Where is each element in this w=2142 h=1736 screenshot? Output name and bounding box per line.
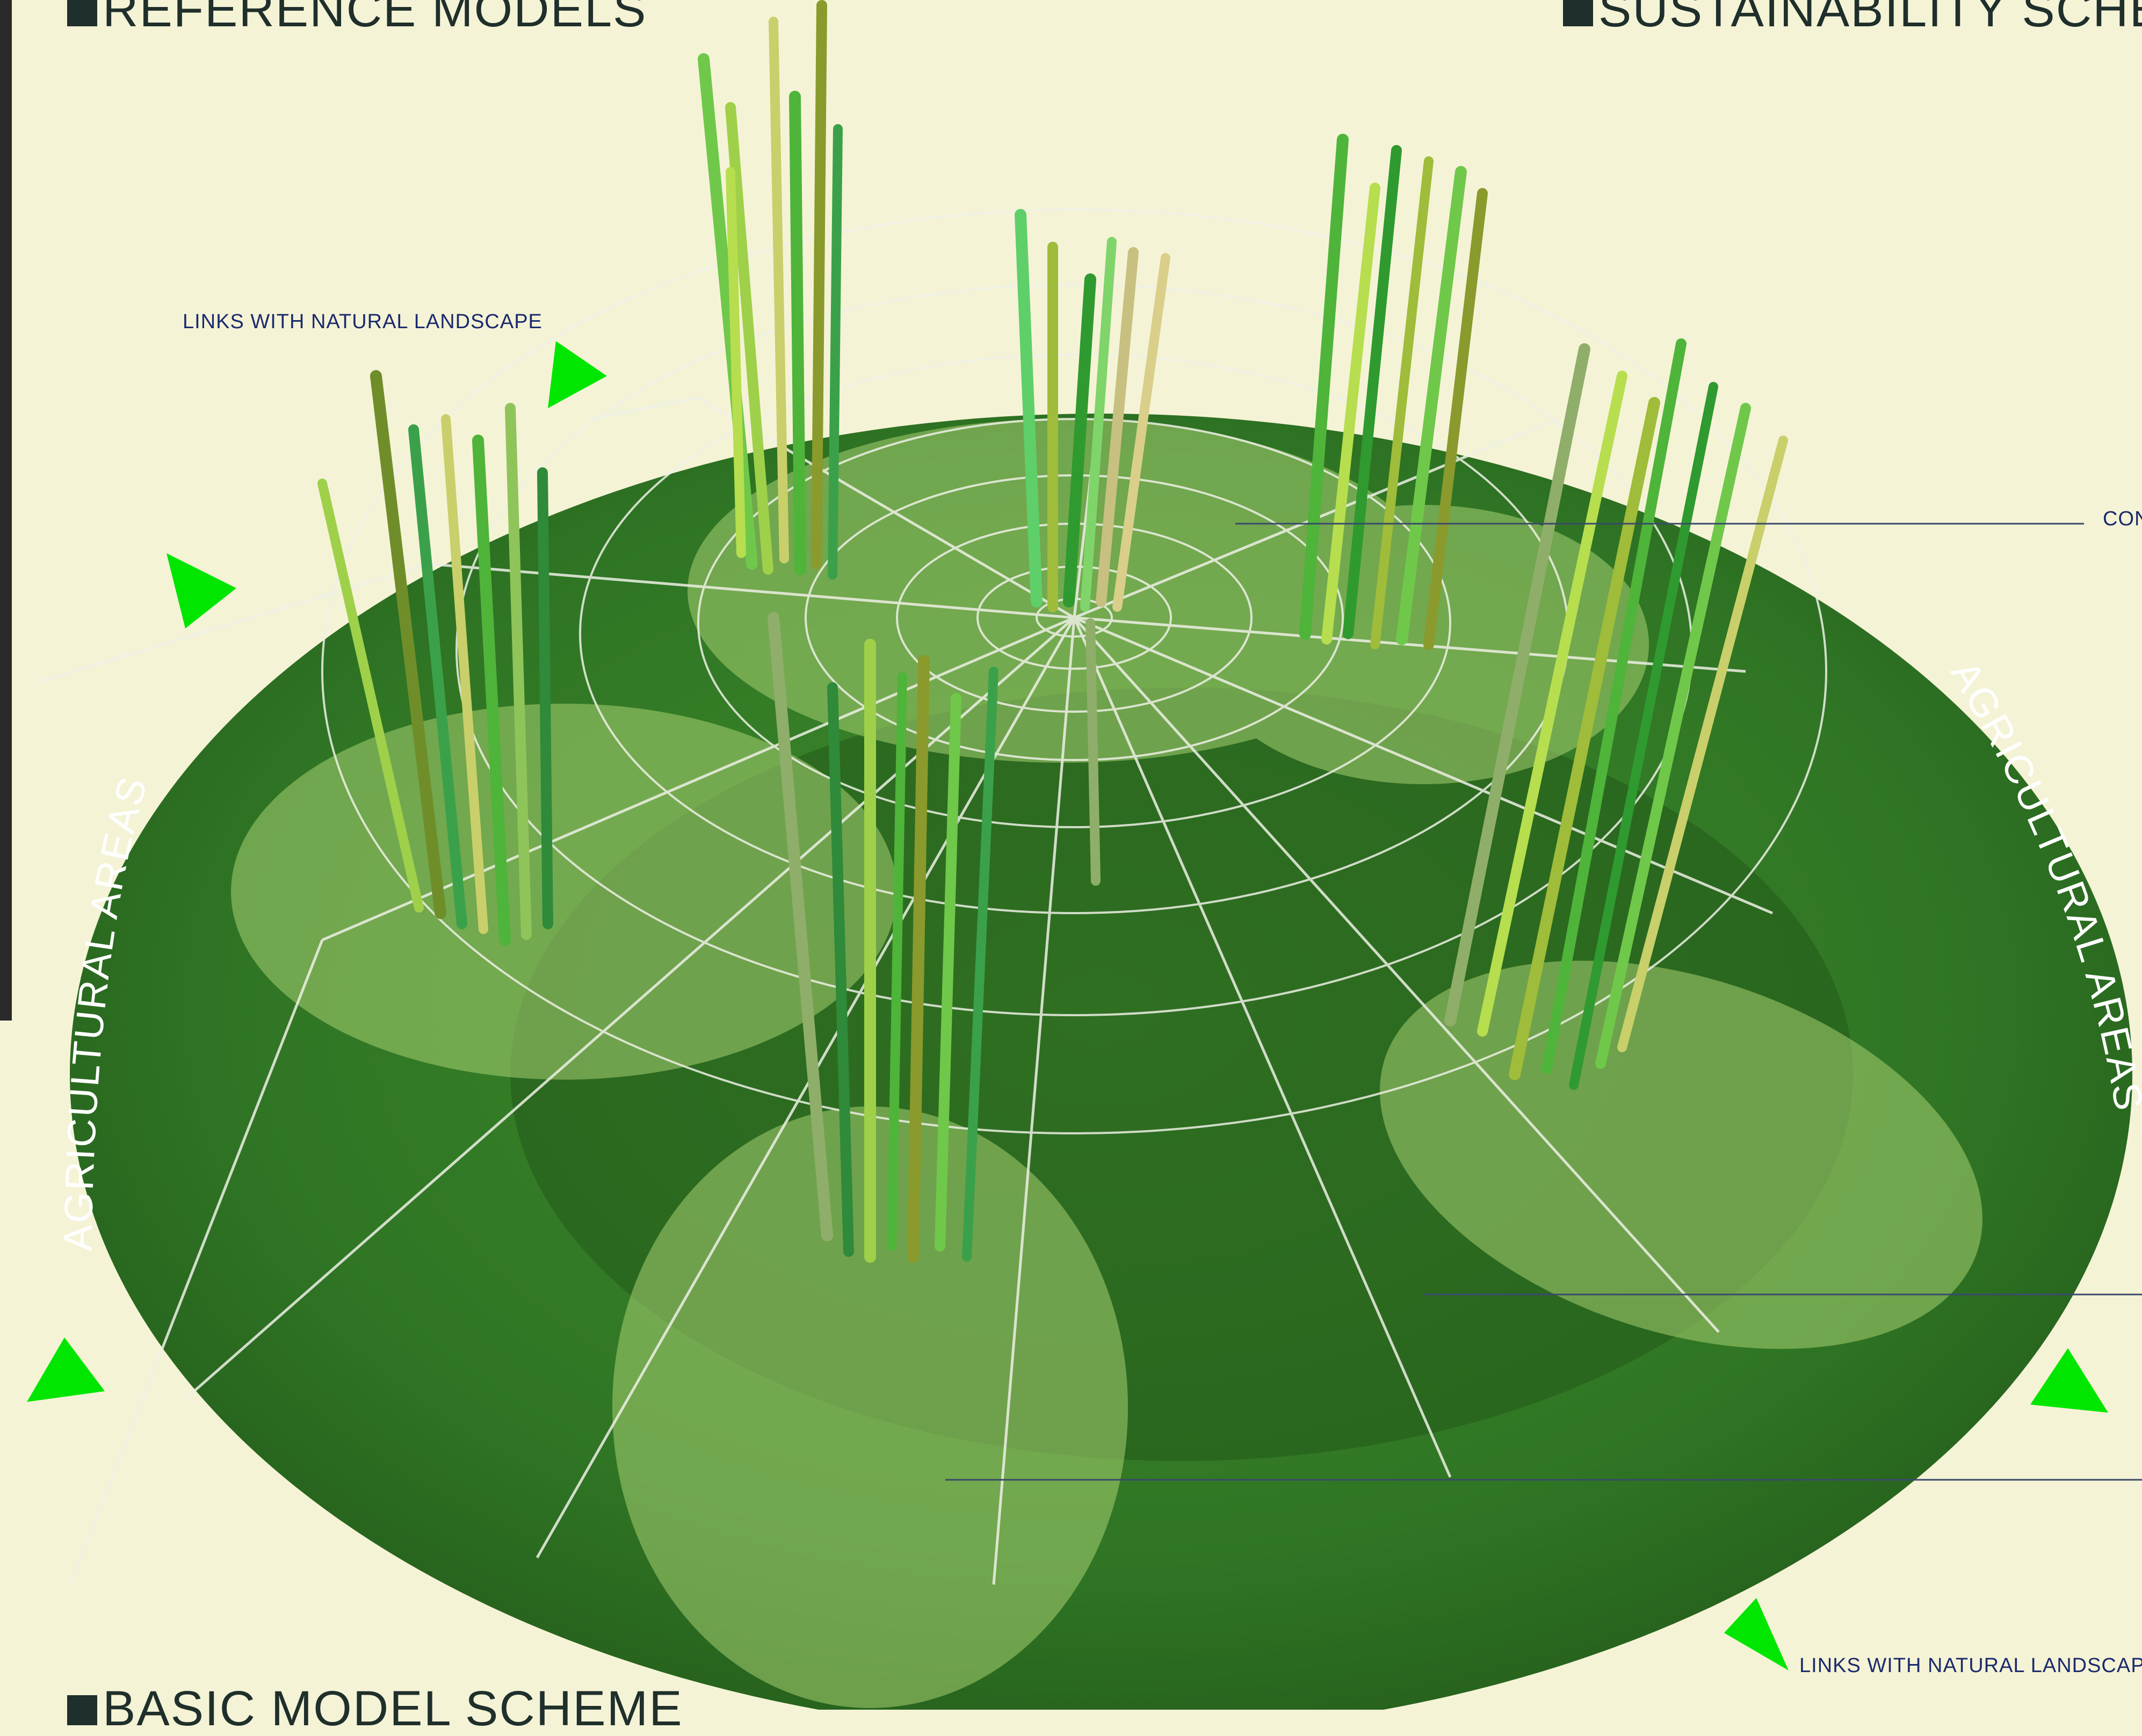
square-bullet-icon [67, 0, 97, 26]
grass-cluster-left [317, 370, 553, 946]
arrow-icon [1724, 1598, 1789, 1670]
arrow-icon [167, 553, 236, 628]
note-callout-con: CON [2103, 508, 2142, 530]
grass-cluster-top [698, 0, 843, 580]
page-edge-divider [0, 0, 12, 1021]
heading-reference-models: REFERENCE MODELS [67, 0, 647, 34]
note-links-natural-landscape-top: LINKS WITH NATURAL LANDSCAPE [183, 310, 542, 333]
lobe-bottom [612, 1106, 1128, 1708]
square-bullet-icon [67, 1695, 97, 1725]
heading-basic-model-scheme: BASIC MODEL SCHEME [67, 1684, 683, 1733]
lobe-right [1380, 960, 1982, 1349]
callout-lines [945, 523, 2142, 1481]
heading-sustainability-scheme: SUSTAINABILITY SCHEME [1563, 0, 2142, 34]
grass-cluster-right [1444, 338, 1788, 1090]
arrow-icon [548, 341, 607, 408]
grass-cluster-center [1015, 209, 1170, 886]
arrow-icon [2030, 1348, 2108, 1413]
note-links-natural-landscape-bottom: LINKS WITH NATURAL LANDSCAPE [1799, 1654, 2142, 1677]
grass-cluster-bottom [768, 612, 998, 1263]
square-bullet-icon [1563, 0, 1593, 26]
grass-cluster-upper-right [1299, 134, 1488, 650]
arrows [27, 341, 2108, 1670]
arrow-icon [27, 1337, 105, 1402]
